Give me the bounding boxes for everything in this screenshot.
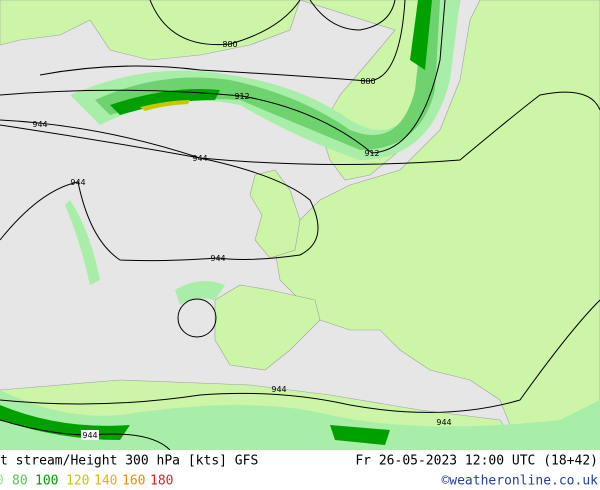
contour-label: 944	[70, 178, 85, 187]
contour-label: 944	[32, 120, 47, 129]
legend-label: 80	[12, 474, 28, 489]
contour-label: 880	[360, 77, 375, 86]
contour-label: 880	[222, 40, 237, 49]
legend-label: 180	[150, 474, 173, 489]
footer-bg	[0, 450, 600, 490]
legend-label: 0	[0, 474, 4, 489]
contour-label: 944	[271, 385, 286, 394]
contour-label: 944	[192, 154, 207, 163]
contour-label: 944	[82, 431, 97, 440]
credit: ©weatheronline.co.uk	[441, 474, 598, 489]
contour-label: 912	[234, 92, 249, 101]
contours	[0, 0, 600, 451]
contour-labels: 880 880 912 912 944 944 944 944 944 944 944	[32, 40, 452, 440]
contour-label: 912	[364, 149, 379, 158]
legend-label: 160	[122, 474, 145, 489]
contour-label: 944	[436, 418, 451, 427]
legend-label: 100	[35, 474, 58, 489]
contour-label-bg	[81, 430, 99, 440]
title: t stream/Height 300 hPa [kts] GFS	[0, 454, 258, 469]
legend: 0 80 100 120 140 160 180	[0, 474, 173, 489]
legend-label: 140	[94, 474, 117, 489]
legend-label: 120	[66, 474, 89, 489]
contour-label: 944	[210, 254, 225, 263]
map: 880 880 912 912 944 944 944 944 944 944 944	[0, 0, 600, 451]
datetime: Fr 26-05-2023 12:00 UTC (18+42)	[355, 454, 598, 469]
